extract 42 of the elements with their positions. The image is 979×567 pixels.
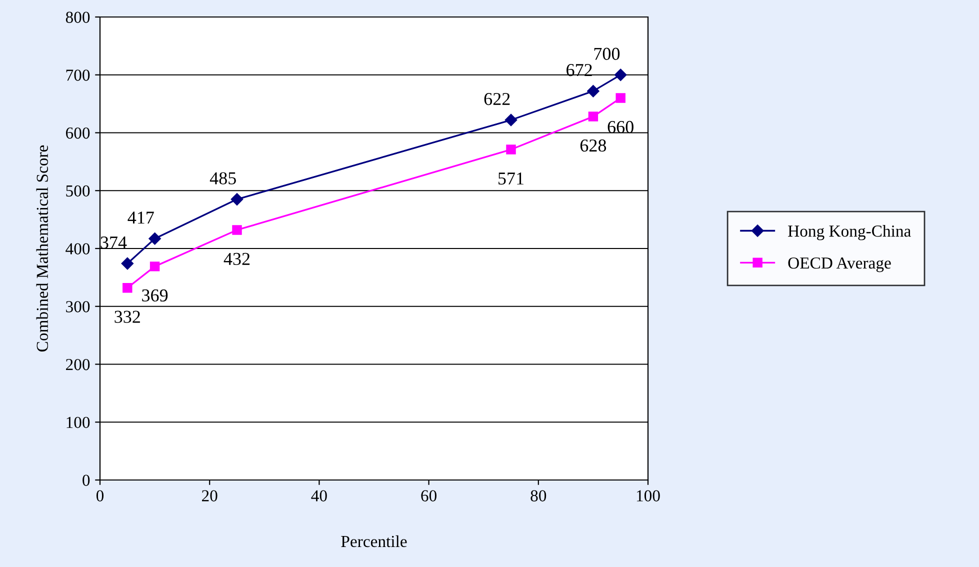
data-label: 571 bbox=[498, 172, 524, 185]
x-tick-label: 100 bbox=[636, 490, 660, 502]
y-tick-label: 100 bbox=[66, 416, 90, 428]
data-label: 374 bbox=[100, 236, 127, 249]
point bbox=[616, 93, 626, 103]
y-axis-title: Combined Mathematical Score bbox=[36, 145, 48, 352]
y-tick-label: 300 bbox=[66, 301, 90, 312]
point bbox=[232, 225, 242, 235]
y-tick-label: 500 bbox=[66, 185, 90, 197]
y-tick-label: 0 bbox=[82, 474, 90, 486]
data-label: 622 bbox=[484, 92, 510, 106]
x-axis-title: Percentile bbox=[341, 535, 407, 548]
point bbox=[588, 112, 598, 122]
data-label: 700 bbox=[594, 48, 620, 60]
y-tick-label: 700 bbox=[66, 70, 90, 81]
point bbox=[504, 114, 518, 126]
data-label: 432 bbox=[224, 252, 250, 266]
y-tick-label: 400 bbox=[66, 243, 90, 254]
data-label: 628 bbox=[580, 139, 606, 152]
point bbox=[506, 144, 516, 154]
y-tick-label: 200 bbox=[66, 358, 90, 370]
x-tick-label: 0 bbox=[96, 490, 104, 502]
data-label: 660 bbox=[608, 120, 634, 134]
point bbox=[614, 68, 627, 81]
data-label: 332 bbox=[114, 310, 140, 323]
point bbox=[150, 262, 160, 272]
point bbox=[122, 282, 132, 293]
y-tick-label: 600 bbox=[66, 127, 90, 139]
x-tick-label: 60 bbox=[421, 490, 436, 502]
point bbox=[148, 232, 161, 245]
x-tick-label: 80 bbox=[530, 490, 546, 502]
data-label: 417 bbox=[128, 212, 154, 224]
point bbox=[121, 257, 134, 270]
legend-label: OECD Average bbox=[788, 257, 891, 272]
x-tick-label: 40 bbox=[311, 490, 327, 502]
data-label: 369 bbox=[142, 289, 168, 302]
data-label: 485 bbox=[210, 172, 236, 184]
y-tick-label: 800 bbox=[66, 12, 90, 23]
legend-label: Hong Kong-China bbox=[788, 225, 911, 240]
x-tick-label: 20 bbox=[202, 490, 218, 502]
point bbox=[587, 84, 600, 98]
point bbox=[230, 193, 244, 206]
